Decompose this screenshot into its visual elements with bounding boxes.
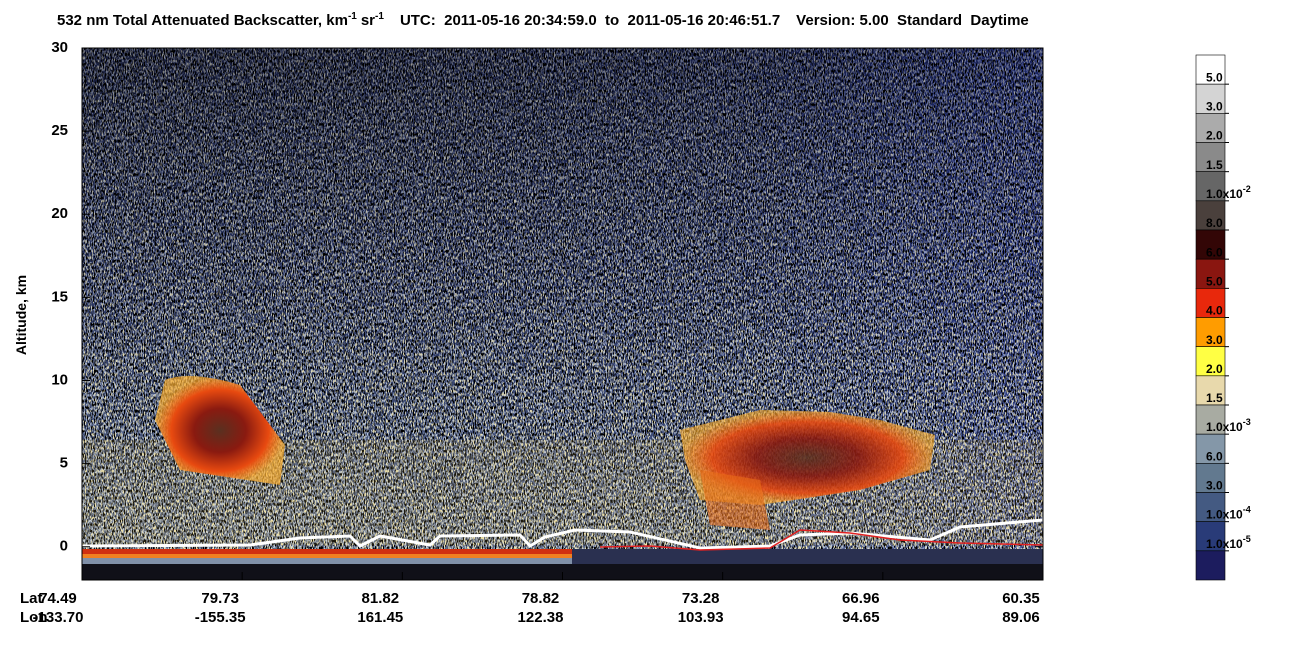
colorbar-label-exponent: -4: [1243, 505, 1251, 515]
colorbar-label: 5.0: [1206, 70, 1223, 84]
title-main: 532 nm Total Attenuated Backscatter, km: [57, 12, 348, 29]
colorbar-label: 2.0: [1206, 129, 1223, 143]
y-tick-label: 0: [60, 538, 68, 555]
colorbar-swatch: [1195, 258, 1226, 289]
lat-tick-label: 73.28: [682, 590, 720, 607]
lat-tick-label: 79.73: [201, 590, 239, 607]
colorbar-swatch: [1195, 463, 1226, 493]
colorbar-label: 3.0: [1206, 100, 1223, 114]
colorbar-label: 6.0: [1206, 245, 1223, 259]
colorbar-swatch: [1195, 54, 1226, 85]
title-version: Version: 5.00 Standard Daytime: [796, 12, 1029, 29]
colorbar-swatch: [1195, 200, 1226, 231]
y-tick-label: 30: [51, 39, 68, 56]
title-exponent: -1: [348, 11, 357, 22]
colorbar-swatch: [1195, 550, 1226, 581]
title-unit: sr: [361, 12, 375, 29]
plot-image: [82, 48, 1043, 580]
lon-row-label: Lon: [20, 609, 48, 626]
colorbar-label: 6.0: [1206, 450, 1223, 464]
colorbar-label: 2.0: [1206, 362, 1223, 376]
lon-tick-label: 122.38: [518, 609, 564, 626]
y-tick-label: 20: [51, 205, 68, 222]
lon-tick-label: -133.70: [33, 609, 84, 626]
colorbar-label: 8.0: [1206, 216, 1223, 230]
colorbar-label: 1.0x10-5: [1206, 534, 1251, 551]
colorbar-swatch: [1195, 346, 1226, 377]
colorbar-swatch: [1195, 113, 1226, 143]
colorbar-label-base: 1.0x10: [1206, 537, 1243, 551]
title-exponent: -1: [375, 11, 384, 22]
colorbar-swatch: [1195, 492, 1226, 522]
colorbar-swatch: [1195, 521, 1226, 552]
colorbar-swatch: [1195, 229, 1226, 260]
colorbar-label: 3.0: [1206, 479, 1223, 493]
colorbar-label: 5.0: [1206, 275, 1223, 289]
y-tick-label: 25: [51, 122, 68, 139]
title-time: UTC: 2011-05-16 20:34:59.0 to 2011-05-16…: [400, 12, 780, 29]
colorbar-label: 1.0x10-2: [1206, 184, 1251, 201]
colorbar-label: 1.0x10-4: [1206, 505, 1251, 522]
colorbar-swatch: [1195, 83, 1226, 114]
y-tick-label: 10: [51, 371, 68, 388]
y-tick-label: 15: [51, 288, 68, 305]
colorbar-label: 1.5: [1206, 158, 1223, 172]
lon-tick-label: 94.65: [842, 609, 880, 626]
colorbar-swatch: [1195, 375, 1226, 406]
y-tick-label: 5: [60, 455, 68, 472]
lat-row-label: Lat: [20, 590, 43, 607]
chart-title: 532 nm Total Attenuated Backscatter, km-…: [57, 11, 1029, 29]
colorbar-label: 3.0: [1206, 333, 1223, 347]
lat-tick-label: 78.82: [522, 590, 560, 607]
lon-tick-label: -155.35: [195, 609, 246, 626]
colorbar-label-base: 1.0x10: [1206, 508, 1243, 522]
colorbar-label: 1.5: [1206, 391, 1223, 405]
colorbar-swatch: [1195, 171, 1226, 202]
colorbar-label: 1.0x10-3: [1206, 418, 1251, 435]
colorbar-label-base: 1.0x10: [1206, 420, 1243, 434]
lat-tick-label: 66.96: [842, 590, 880, 607]
colorbar-label-base: 1.0x10: [1206, 187, 1243, 201]
colorbar-swatch: [1195, 288, 1226, 318]
colorbar-label-exponent: -5: [1243, 534, 1251, 544]
colorbar-label-exponent: -3: [1243, 418, 1251, 428]
y-axis-label: Altitude, km: [13, 275, 29, 355]
colorbar-swatch: [1195, 317, 1226, 347]
lon-tick-label: 161.45: [357, 609, 403, 626]
colorbar-swatch: [1195, 142, 1226, 172]
lat-tick-label: 81.82: [362, 590, 400, 607]
colorbar-label: 4.0: [1206, 304, 1223, 318]
colorbar-label-exponent: -2: [1243, 184, 1251, 194]
lat-tick-label: 60.35: [1002, 590, 1040, 607]
lat-tick-label: 74.49: [39, 590, 77, 607]
lon-tick-label: 89.06: [1002, 609, 1040, 626]
lon-tick-label: 103.93: [678, 609, 724, 626]
